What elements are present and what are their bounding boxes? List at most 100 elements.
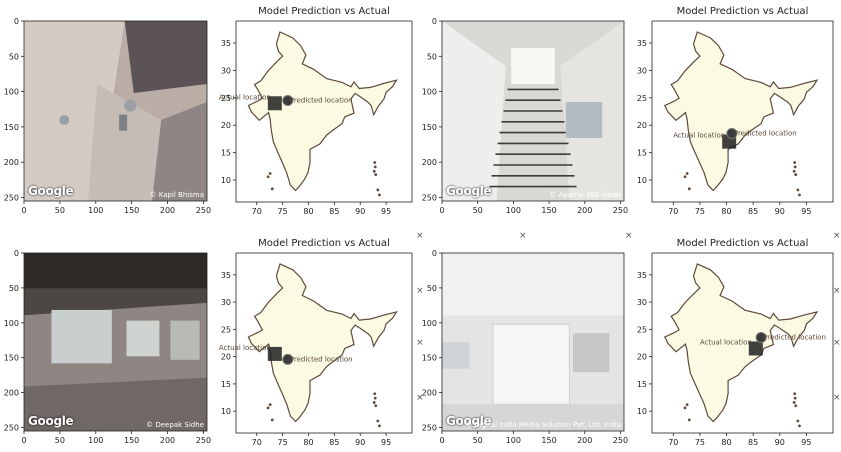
x-tick-label: 200 <box>160 436 175 445</box>
y-tick-label: 100 <box>4 88 19 97</box>
photo-attribution: © Digital India Media Solution Pvt. Ltd.… <box>465 421 621 429</box>
y-tick-label: 100 <box>4 319 19 328</box>
y-tick-label: 20 <box>637 353 647 362</box>
stray-mark: × <box>833 231 841 241</box>
island-mark <box>683 175 687 179</box>
predicted-location-marker <box>726 127 738 139</box>
x-tick-label: 70 <box>252 438 262 447</box>
axes-frame <box>23 252 208 432</box>
map-plot: Actual location Predicted location 70 75 80 8… <box>219 20 413 216</box>
island-mark <box>798 424 801 428</box>
island-mark <box>374 404 378 408</box>
y-tick-label: 10 <box>221 176 231 185</box>
island-mark <box>373 165 377 169</box>
island-mark <box>793 392 797 396</box>
y-tick-label: 15 <box>221 149 231 158</box>
island-mark <box>372 401 376 404</box>
island-mark <box>798 193 801 197</box>
x-tick-label: 95 <box>801 438 811 447</box>
axes-frame <box>441 252 625 432</box>
map-plot: Actual location Predicted location 70 75 80 8… <box>637 252 834 447</box>
x-tick-label: 50 <box>55 436 65 445</box>
x-tick-label: 85 <box>748 207 758 216</box>
predicted-location-marker <box>282 95 294 107</box>
y-tick-label: 50 <box>427 284 437 293</box>
y-tick-label: 250 <box>4 193 19 202</box>
x-tick-label: 95 <box>381 438 391 447</box>
google-logo: Google <box>28 184 74 198</box>
x-tick-label: 250 <box>196 206 211 215</box>
y-tick-label: 20 <box>221 121 231 130</box>
india-outline <box>663 31 819 192</box>
chart-title: Model Prediction vs Actual <box>258 238 390 249</box>
x-tick-label: 50 <box>473 206 483 215</box>
india-outline <box>247 263 398 423</box>
panel-map-3: Actual location Predicted location 70 75 80 8… <box>219 238 413 447</box>
chart-title: Model Prediction vs Actual <box>258 6 390 17</box>
x-tick-label: 80 <box>721 207 731 216</box>
y-tick-label: 30 <box>221 66 231 75</box>
x-tick-label: 150 <box>124 436 139 445</box>
x-tick-label: 150 <box>541 436 556 445</box>
x-tick-label: 100 <box>88 206 103 215</box>
island-mark <box>793 396 797 400</box>
actual-location-marker <box>267 346 282 361</box>
axes-frame <box>235 20 413 203</box>
island-mark <box>268 172 272 175</box>
panel-photo-1: 0 50 100 150 200 250 0 50 100 150 200 250 Google © Ka… <box>4 17 211 215</box>
y-tick-label: 50 <box>9 52 19 61</box>
y-tick-label: 25 <box>637 325 647 334</box>
y-tick-label: 35 <box>637 271 647 280</box>
actual-location-label: Actual location <box>673 132 725 140</box>
y-tick-label: 200 <box>422 389 437 398</box>
y-tick-label: 35 <box>221 39 231 48</box>
island-mark <box>377 193 381 197</box>
y-tick-label: 30 <box>221 298 231 307</box>
island-mark <box>377 424 381 428</box>
island-mark <box>687 418 691 422</box>
google-logo: Google <box>446 414 492 428</box>
x-tick-label: 95 <box>801 207 811 216</box>
x-tick-label: 75 <box>695 207 705 216</box>
y-tick-label: 20 <box>637 121 647 130</box>
x-tick-label: 200 <box>577 206 592 215</box>
stray-mark: × <box>416 338 424 348</box>
x-tick-label: 0 <box>439 206 444 215</box>
x-tick-label: 0 <box>21 436 26 445</box>
panel-photo-4: 0 50 100 150 200 250 0 50 100 150 200 250 Google © Di… <box>422 249 628 445</box>
x-tick-label: 90 <box>355 207 365 216</box>
y-tick-label: 150 <box>422 354 437 363</box>
x-tick-label: 150 <box>541 206 556 215</box>
x-tick-label: 80 <box>303 438 313 447</box>
y-tick-label: 50 <box>427 52 437 61</box>
y-tick-label: 25 <box>221 94 231 103</box>
island-mark <box>687 187 691 191</box>
island-mark <box>270 418 274 422</box>
actual-location-label: Actual location <box>219 93 271 101</box>
street-view-photo <box>24 253 207 431</box>
y-tick-label: 200 <box>4 158 19 167</box>
y-tick-label: 250 <box>4 424 19 433</box>
x-tick-label: 0 <box>439 436 444 445</box>
stray-mark: × <box>519 231 527 241</box>
stray-mark: × <box>833 393 841 403</box>
x-tick-label: 90 <box>355 438 365 447</box>
y-tick-label: 15 <box>221 380 231 389</box>
stray-mark: × <box>625 231 633 241</box>
stray-mark: × <box>833 338 841 348</box>
y-tick-label: 150 <box>4 123 19 132</box>
photo-attribution: © Kapil Bhisma <box>149 191 204 199</box>
y-tick-label: 150 <box>4 354 19 363</box>
island-mark <box>373 392 377 396</box>
y-tick-label: 0 <box>432 249 437 258</box>
island-mark <box>270 187 274 191</box>
predicted-location-marker <box>755 332 767 344</box>
chart-title: Model Prediction vs Actual <box>676 238 809 249</box>
island-mark <box>683 406 687 410</box>
predicted-location-marker <box>282 353 294 365</box>
x-tick-label: 85 <box>329 207 339 216</box>
y-tick-label: 0 <box>14 17 19 26</box>
